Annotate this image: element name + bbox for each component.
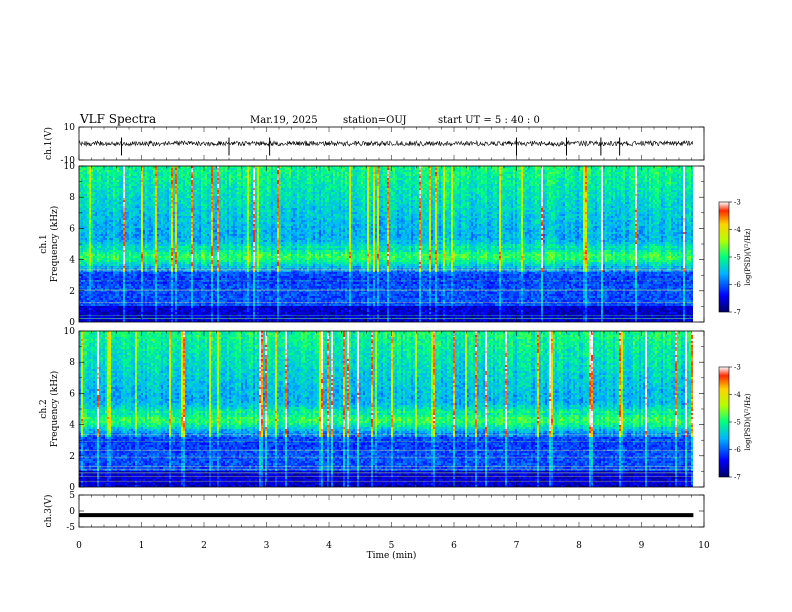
y-tick-label: 4 <box>69 421 75 431</box>
y-tick-label: 0 <box>69 507 75 517</box>
y-tick-label: 5 <box>69 491 75 501</box>
x-tick-label: 10 <box>698 541 710 551</box>
y-axis-label: ch.1 <box>39 234 49 253</box>
y-tick-label: 8 <box>69 193 75 203</box>
colorbar-tick-label: -3 <box>734 364 741 372</box>
y-tick-label: 6 <box>69 389 75 399</box>
colorbar <box>719 367 729 477</box>
spectrogram-cells-ch1 <box>79 166 693 322</box>
x-tick-label: 3 <box>264 541 270 551</box>
ch1-waveform-group <box>79 138 693 156</box>
x-tick-label: 0 <box>76 541 82 551</box>
y-axis-label: Frequency (kHz) <box>49 206 60 283</box>
colorbar-tick-label: -6 <box>734 281 741 289</box>
x-tick-label: 9 <box>639 541 645 551</box>
colorbar-label: log(PSD)(V²/Hz) <box>744 228 752 285</box>
y-axis-label: Frequency (kHz) <box>49 371 60 448</box>
y-tick-label: 2 <box>69 287 75 297</box>
colorbar-tick-label: -5 <box>734 419 741 427</box>
y-tick-label: -5 <box>66 523 75 533</box>
y-axis-label: ch.2 <box>39 399 49 418</box>
x-tick-label: 2 <box>201 541 207 551</box>
x-tick-label: 8 <box>576 541 582 551</box>
colorbar-tick-label: -7 <box>734 309 741 317</box>
y-tick-label: 10 <box>64 162 76 172</box>
x-tick-label: 4 <box>326 541 332 551</box>
y-tick-label: 2 <box>69 452 75 462</box>
colorbar-tick-label: -4 <box>734 226 741 234</box>
y-tick-label: 10 <box>64 123 76 133</box>
colorbar-tick-label: -3 <box>734 199 741 207</box>
colorbar-tick-label: -6 <box>734 446 741 454</box>
colorbar-label: log(PSD)(V²/Hz) <box>744 393 752 450</box>
colorbar <box>719 202 729 312</box>
x-axis-label: Time (min) <box>367 550 417 561</box>
x-tick-label: 1 <box>139 541 145 551</box>
spectrogram-cells-ch2 <box>79 331 693 487</box>
y-tick-label: 4 <box>69 256 75 266</box>
y-tick-label: 8 <box>69 358 75 368</box>
spectrogram-layer <box>79 166 693 487</box>
y-tick-label: 6 <box>69 224 75 234</box>
y-axis-label: ch.1(V) <box>43 127 54 160</box>
colorbar-tick-label: -5 <box>734 254 741 262</box>
colorbar-tick-label: -4 <box>734 391 741 399</box>
y-tick-label: 10 <box>64 327 76 337</box>
x-tick-label: 5 <box>389 541 395 551</box>
x-tick-label: 7 <box>514 541 520 551</box>
x-tick-label: 6 <box>451 541 457 551</box>
y-axis-label: ch.3(V) <box>43 495 54 528</box>
colorbar-tick-label: -7 <box>734 474 741 482</box>
